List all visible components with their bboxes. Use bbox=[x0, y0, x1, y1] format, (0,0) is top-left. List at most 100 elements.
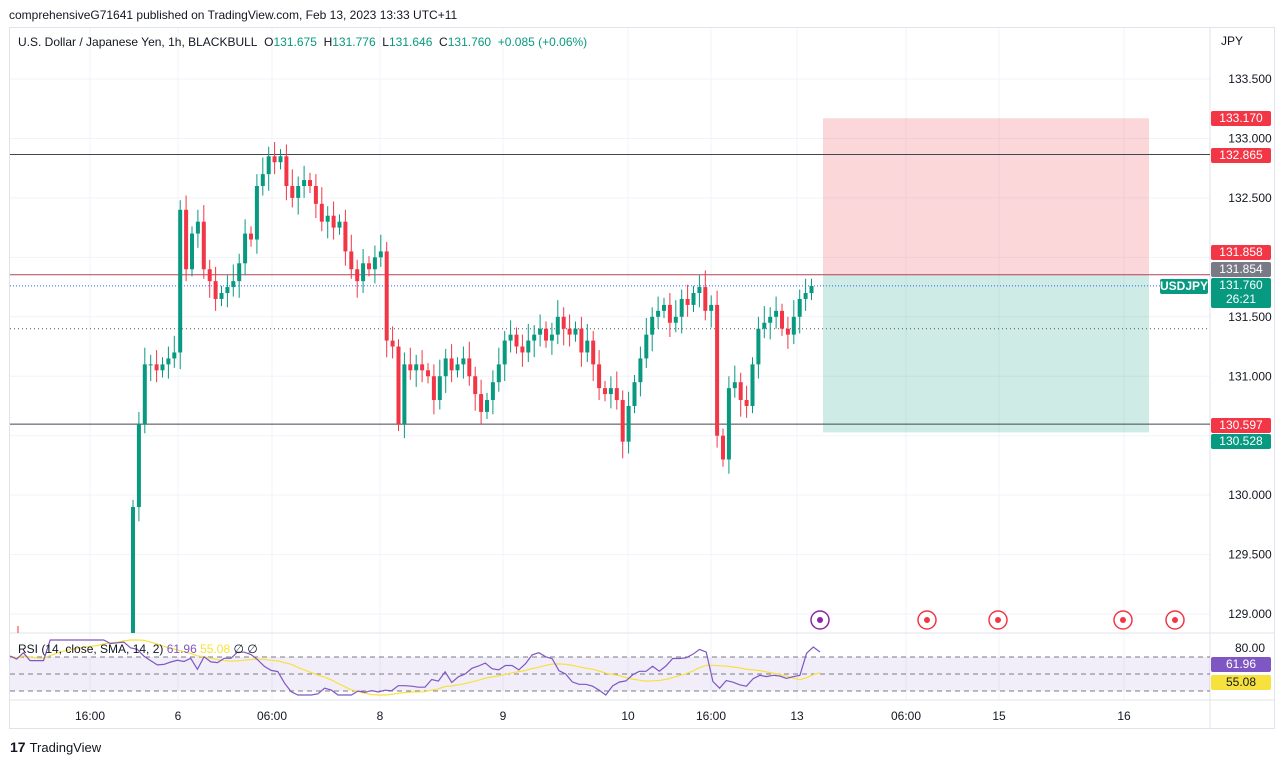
candle-body bbox=[791, 316, 796, 335]
symbol-tag: USDJPY bbox=[1160, 279, 1209, 294]
close-label: C bbox=[439, 35, 448, 49]
lightning-event-icon-dot bbox=[817, 617, 823, 623]
candle-body bbox=[184, 209, 189, 270]
candle-body bbox=[585, 340, 590, 353]
publisher-line: comprehensiveG71641 published on Trading… bbox=[9, 8, 458, 22]
candle-body bbox=[756, 328, 761, 365]
candle-body bbox=[797, 298, 802, 317]
open-value: 131.675 bbox=[273, 35, 317, 49]
candle-body bbox=[266, 156, 271, 175]
high-value: 131.776 bbox=[332, 35, 376, 49]
brand-text: TradingView bbox=[29, 739, 102, 755]
candle-body bbox=[473, 376, 478, 395]
candle-body bbox=[254, 186, 259, 240]
last-price-tag: 131.760 26:21 bbox=[1211, 278, 1271, 308]
candle-body bbox=[573, 328, 578, 335]
candle-body bbox=[697, 287, 702, 294]
candle-body bbox=[142, 364, 147, 424]
low-value: 131.646 bbox=[388, 35, 433, 49]
candle-body bbox=[402, 364, 407, 424]
candle-body bbox=[780, 310, 784, 329]
candle-body bbox=[225, 287, 230, 294]
candle-body bbox=[561, 316, 566, 329]
candle-body bbox=[461, 358, 466, 365]
change-value: +0.085 (+0.06%) bbox=[497, 35, 588, 49]
candle-body bbox=[538, 328, 543, 335]
price-axis-label: 133.500 bbox=[1228, 72, 1272, 86]
price-axis-label: 131.500 bbox=[1228, 310, 1272, 324]
symbol-name[interactable]: U.S. Dollar / Japanese Yen, 1h, BLACKBUL… bbox=[18, 35, 258, 49]
candle-body bbox=[514, 334, 519, 347]
time-axis-label: 06:00 bbox=[257, 709, 287, 723]
candle-body bbox=[361, 263, 366, 282]
rsi-axis-label: 80.00 bbox=[1235, 641, 1265, 655]
candle-body bbox=[467, 358, 472, 377]
candle-body bbox=[803, 293, 808, 299]
candle-body bbox=[726, 388, 731, 460]
tv-logo-icon: 17 bbox=[10, 739, 26, 755]
candle-body bbox=[243, 233, 248, 264]
level-low-tag: 130.597 bbox=[1211, 418, 1271, 433]
candle-body bbox=[520, 346, 525, 353]
candle-body bbox=[591, 340, 596, 365]
candle-body bbox=[325, 215, 330, 222]
candle-body bbox=[567, 328, 572, 335]
candle-body bbox=[426, 370, 430, 377]
candle-body bbox=[502, 340, 507, 365]
rsi-legend-extra1: ∅ bbox=[233, 642, 244, 656]
time-axis-label: 10 bbox=[621, 709, 635, 723]
candle-body bbox=[319, 203, 324, 222]
candle-body bbox=[190, 233, 194, 270]
candle-body bbox=[431, 376, 436, 401]
candle-body bbox=[372, 257, 377, 270]
red-flag-event-icon-dot bbox=[924, 617, 930, 623]
red-flag-event-icon-dot bbox=[1172, 617, 1178, 623]
rsi-legend-value: 61.96 bbox=[166, 642, 197, 656]
candle-body bbox=[154, 364, 159, 371]
candle-body bbox=[738, 382, 743, 401]
candle-body bbox=[172, 352, 177, 359]
time-axis-label: 15 bbox=[992, 709, 1006, 723]
candle-body bbox=[685, 298, 690, 305]
candle-body bbox=[673, 316, 678, 323]
time-axis-label: 13 bbox=[790, 709, 804, 723]
candle-body bbox=[384, 251, 389, 341]
candle-body bbox=[532, 334, 537, 341]
candle-body bbox=[644, 334, 649, 359]
candle-body bbox=[390, 340, 395, 347]
candle-body bbox=[691, 293, 696, 305]
us-flag-event-icon-dot bbox=[995, 617, 1001, 623]
candle-body bbox=[437, 376, 442, 401]
candle-body bbox=[721, 435, 725, 460]
price-axis-label: 131.000 bbox=[1228, 369, 1272, 383]
rsi-value-tag: 61.96 bbox=[1211, 657, 1271, 672]
currency-label: JPY bbox=[1221, 34, 1243, 48]
price-axis-label: 132.500 bbox=[1228, 191, 1272, 205]
candle-body bbox=[160, 364, 165, 371]
candle-body bbox=[496, 364, 501, 383]
candle-body bbox=[638, 358, 643, 383]
stop-price-tag: 133.170 bbox=[1211, 111, 1271, 126]
open-label: O bbox=[264, 35, 274, 49]
candle-body bbox=[148, 364, 153, 366]
time-axis-label: 6 bbox=[175, 709, 182, 723]
candle-body bbox=[331, 215, 336, 228]
close-value: 131.760 bbox=[447, 35, 492, 49]
candle-body bbox=[632, 382, 637, 406]
candle-body bbox=[732, 382, 737, 389]
candle-body bbox=[313, 186, 318, 204]
tradingview-logo[interactable]: 17 TradingView bbox=[10, 739, 101, 755]
chart-frame[interactable] bbox=[9, 27, 1275, 729]
candle-body bbox=[308, 180, 312, 187]
rsi-label[interactable]: RSI (14, close, SMA, 14, 2) bbox=[18, 642, 164, 656]
candle-body bbox=[343, 221, 348, 252]
candle-body bbox=[490, 382, 495, 401]
candle-body bbox=[231, 281, 236, 288]
candle-body bbox=[219, 293, 224, 299]
time-axis-label: 9 bbox=[500, 709, 507, 723]
candle-body bbox=[620, 400, 625, 442]
candle-body bbox=[355, 269, 360, 282]
candle-body bbox=[349, 251, 354, 270]
candle-body bbox=[396, 346, 401, 424]
